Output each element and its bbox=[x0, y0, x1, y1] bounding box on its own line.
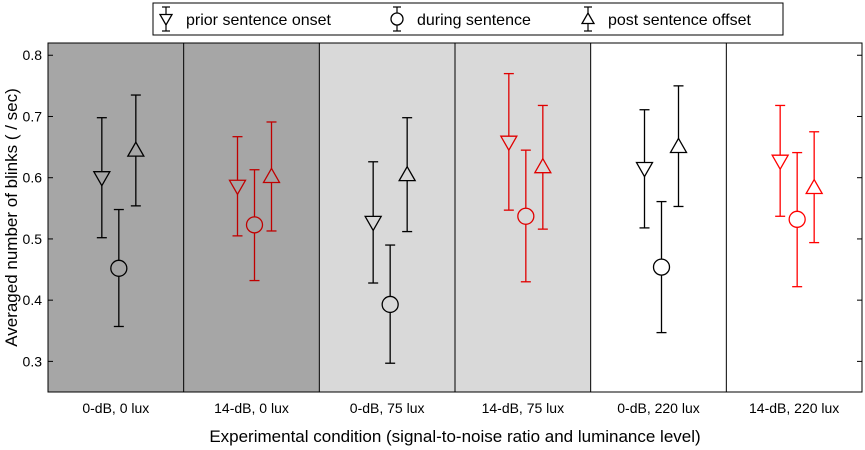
marker-triangle-up bbox=[669, 137, 688, 154]
legend-item: post sentence offset bbox=[580, 6, 751, 32]
error-bar-point bbox=[788, 151, 806, 288]
legend-label: during sentence bbox=[417, 12, 531, 29]
x-category-label: 14-dB, 220 lux bbox=[749, 400, 839, 416]
marker-triangle-up bbox=[533, 157, 552, 174]
error-bar-point bbox=[533, 104, 552, 230]
marker-circle bbox=[517, 207, 535, 225]
legend-label: prior sentence onset bbox=[186, 12, 332, 29]
marker-mask bbox=[110, 260, 127, 277]
marker-mask bbox=[789, 211, 806, 228]
marker-triangle-down bbox=[635, 161, 654, 178]
marker-mask bbox=[246, 216, 263, 233]
marker-triangle-down bbox=[92, 171, 111, 188]
x-category-label: 14-dB, 75 lux bbox=[482, 400, 565, 416]
marker-mask bbox=[806, 179, 823, 194]
marker-triangle-down bbox=[771, 154, 790, 171]
y-tick-label: 0.7 bbox=[23, 108, 43, 124]
x-axis-title: Experimental condition (signal-to-noise … bbox=[209, 427, 700, 446]
y-tick-label: 0.6 bbox=[23, 170, 43, 186]
marker-mask bbox=[365, 216, 382, 231]
marker-circle bbox=[652, 258, 671, 276]
error-bar-point bbox=[110, 208, 128, 328]
error-bar-point bbox=[398, 117, 417, 233]
x-category-label: 14-dB, 0 lux bbox=[214, 400, 289, 416]
marker-mask bbox=[636, 162, 653, 177]
marker-triangle-up bbox=[398, 165, 417, 182]
legend-marker-mask bbox=[582, 13, 594, 24]
x-category-label: 0-dB, 75 lux bbox=[350, 400, 425, 416]
marker-triangle-up bbox=[262, 167, 281, 184]
marker-mask bbox=[517, 208, 534, 225]
legend-marker-mask bbox=[160, 14, 172, 25]
marker-mask bbox=[399, 166, 416, 181]
legend-marker-triangle-up bbox=[580, 11, 596, 25]
legend-marker-circle bbox=[390, 12, 404, 26]
y-tick-label: 0.5 bbox=[23, 231, 43, 247]
y-tick-label: 0.3 bbox=[23, 353, 43, 369]
error-bar-point bbox=[92, 117, 111, 239]
y-tick-label: 0.8 bbox=[23, 47, 43, 63]
marker-mask bbox=[534, 158, 551, 173]
error-bar-point bbox=[381, 244, 399, 364]
y-axis-title: Averaged number of blinks ( / sec) bbox=[2, 88, 21, 347]
data-points bbox=[92, 72, 824, 364]
error-bar-point bbox=[635, 109, 654, 229]
marker-circle bbox=[110, 259, 128, 277]
marker-mask bbox=[772, 155, 789, 170]
error-bar-point bbox=[669, 85, 688, 208]
marker-mask bbox=[229, 180, 246, 195]
marker-triangle-down bbox=[364, 215, 383, 232]
marker-triangle-down bbox=[499, 135, 518, 152]
error-bar-point bbox=[228, 136, 247, 237]
error-bar-point bbox=[771, 104, 790, 217]
legend-label: post sentence offset bbox=[608, 12, 751, 29]
error-bar-point bbox=[262, 121, 281, 232]
legend-marker-mask bbox=[391, 13, 403, 25]
marker-mask bbox=[670, 138, 687, 153]
marker-circle bbox=[245, 216, 264, 234]
x-category-labels: 0-dB, 0 lux 14-dB, 0 lux 0-dB, 75 lux 14-dB… bbox=[82, 400, 839, 416]
x-category-label: 0-dB, 220 lux bbox=[617, 400, 700, 416]
x-category-label: 0-dB, 0 lux bbox=[82, 400, 149, 416]
error-bar-point bbox=[499, 72, 518, 211]
marker-circle bbox=[381, 295, 399, 314]
legend-item: during sentence bbox=[390, 6, 531, 32]
error-bar-point bbox=[126, 94, 145, 207]
legend-marker-triangle-down bbox=[158, 13, 174, 27]
error-bar-point bbox=[517, 149, 535, 283]
marker-mask bbox=[382, 296, 399, 313]
axes bbox=[47, 42, 863, 393]
marker-circle bbox=[788, 210, 806, 228]
marker-mask bbox=[263, 168, 280, 183]
panel-background bbox=[319, 43, 455, 392]
marker-mask bbox=[127, 142, 144, 157]
panel-background bbox=[590, 43, 727, 392]
marker-triangle-up bbox=[805, 178, 824, 195]
legend-item: prior sentence onset bbox=[158, 6, 332, 32]
marker-mask bbox=[93, 171, 110, 186]
error-bar-point bbox=[364, 161, 383, 284]
error-bar-point bbox=[805, 131, 824, 244]
y-tick-label: 0.4 bbox=[23, 292, 43, 308]
panel-background bbox=[48, 43, 184, 392]
error-bar-point bbox=[245, 169, 264, 282]
marker-mask bbox=[500, 136, 517, 151]
y-ticks: 0.3 0.4 0.5 0.6 0.7 0.8 bbox=[23, 47, 862, 369]
marker-triangle-up bbox=[126, 140, 145, 157]
legend-box bbox=[152, 2, 784, 36]
marker-mask bbox=[653, 259, 670, 276]
legend: prior sentence onset during sentence post … bbox=[152, 2, 784, 36]
marker-triangle-down bbox=[228, 179, 247, 196]
error-bar-point bbox=[652, 200, 671, 334]
